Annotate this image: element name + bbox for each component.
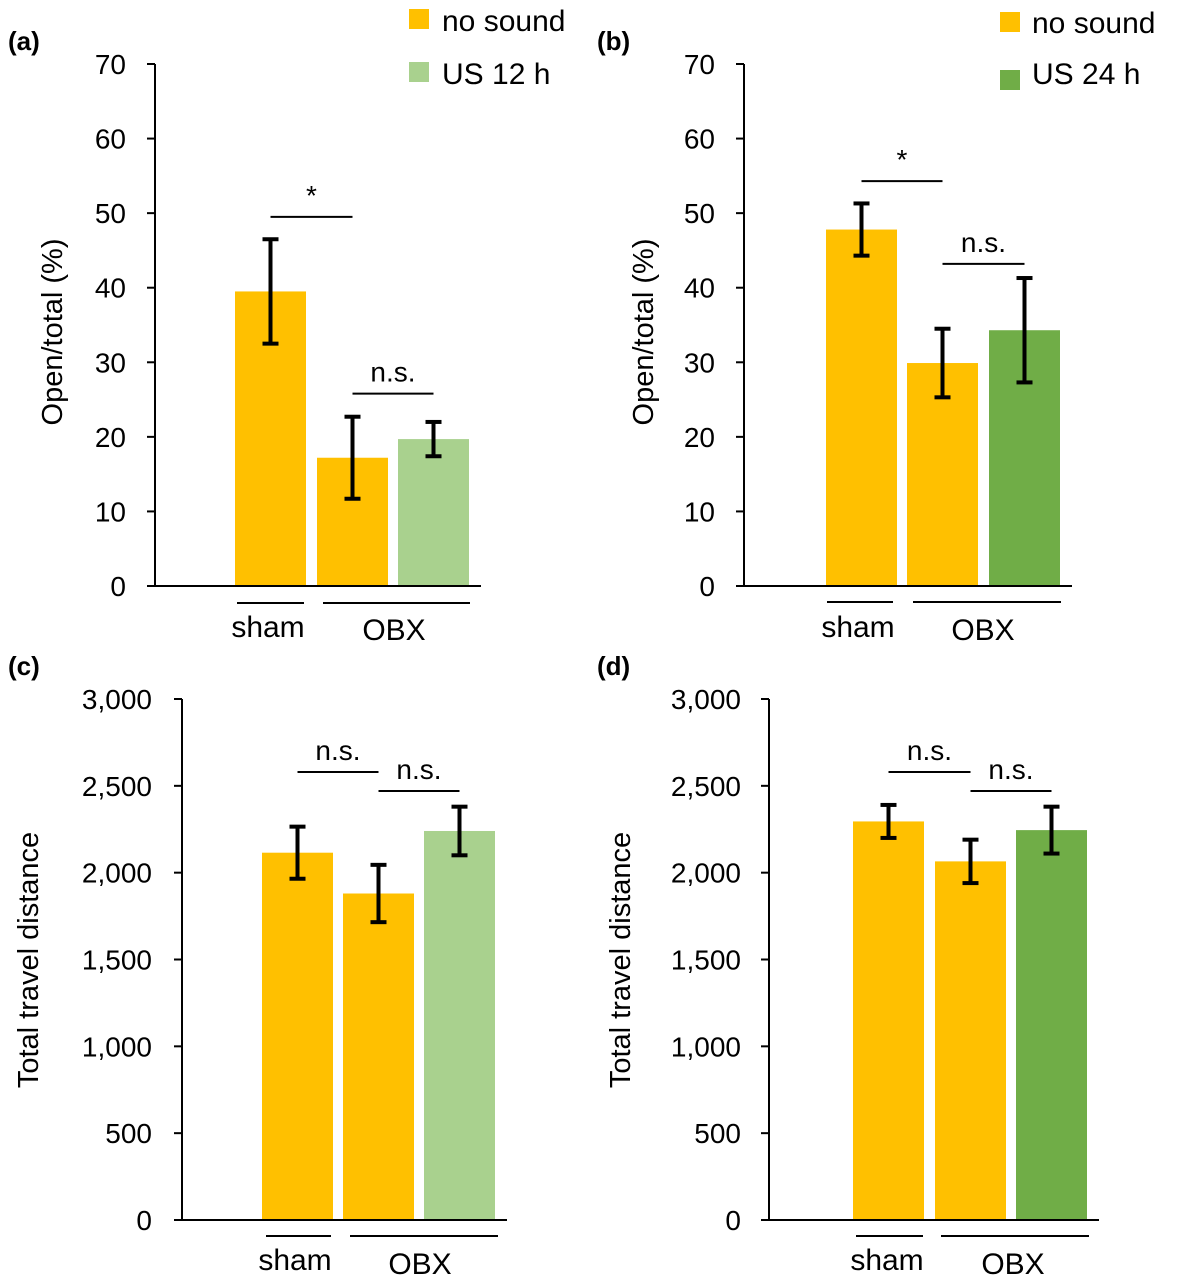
significance-label: n.s.	[396, 754, 441, 785]
legend-label-no-sound: no sound	[1032, 7, 1155, 40]
bar-sham-no-sound	[853, 821, 924, 1220]
legend: no sound US 12 h	[409, 5, 565, 91]
y-tick-label: 10	[684, 496, 715, 527]
y-tick-label: 70	[95, 49, 126, 80]
panel-b: (b) Open/total (%) no sound US 24 h sham…	[597, 7, 1155, 647]
y-axis-title: Open/total (%)	[37, 239, 69, 426]
y-axis-title: Total travel distance	[13, 832, 45, 1088]
y-tick-label: 30	[95, 347, 126, 378]
legend-swatch-us	[409, 62, 429, 82]
legend-swatch-no-sound	[409, 9, 429, 29]
group-label-sham: sham	[231, 611, 304, 644]
y-tick-label: 2,000	[671, 858, 741, 889]
bar-obx-us-12-h	[398, 439, 469, 586]
y-tick-label: 1,500	[671, 945, 741, 976]
bar-obx-no-sound	[907, 363, 978, 586]
y-tick-label: 2,500	[82, 771, 152, 802]
panel-d: (d) Total travel distance sham OBX 0 500 1…	[597, 651, 1099, 1281]
y-tick-label: 0	[136, 1205, 152, 1236]
legend-swatch-us	[1000, 70, 1020, 90]
group-label-obx: OBX	[388, 1248, 451, 1281]
y-tick-label: 0	[110, 571, 126, 602]
significance-label: *	[897, 144, 908, 175]
y-tick-label: 10	[95, 496, 126, 527]
y-tick-label: 20	[95, 422, 126, 453]
y-tick-label: 2,500	[671, 771, 741, 802]
bar-sham-no-sound	[826, 229, 897, 586]
y-tick-label: 40	[95, 273, 126, 304]
legend-label-us: US 12 h	[442, 58, 550, 91]
group-label-sham: sham	[821, 611, 894, 644]
panel-c: (c) Total travel distance sham OBX 0 500 1…	[8, 651, 507, 1281]
group-label-sham: sham	[258, 1244, 331, 1277]
group-label-obx: OBX	[951, 614, 1014, 647]
y-tick-label: 3,000	[82, 684, 152, 715]
legend-label-no-sound: no sound	[442, 5, 565, 38]
bar-obx-us-12-h	[424, 830, 495, 1220]
y-tick-label: 1,000	[82, 1031, 152, 1062]
y-tick-label: 40	[684, 273, 715, 304]
y-tick-label: 60	[95, 124, 126, 155]
y-tick-label: 50	[684, 198, 715, 229]
y-tick-label: 500	[105, 1118, 152, 1149]
y-tick-label: 50	[95, 198, 126, 229]
y-tick-label: 20	[684, 422, 715, 453]
significance-label: n.s.	[907, 735, 952, 766]
group-label-obx: OBX	[981, 1248, 1044, 1281]
bar-obx-no-sound	[343, 893, 414, 1220]
legend: no sound US 24 h	[1000, 7, 1155, 91]
significance-label: n.s.	[370, 357, 415, 388]
legend-swatch-no-sound	[1000, 12, 1020, 32]
bar-sham-no-sound	[262, 852, 333, 1220]
bar-obx-no-sound	[935, 861, 1006, 1220]
panel-a: (a) Open/total (%) no sound US 12 h sham…	[8, 5, 565, 647]
panel-label: (a)	[8, 26, 40, 56]
panel-label: (b)	[597, 26, 630, 56]
y-tick-label: 3,000	[671, 684, 741, 715]
y-axis-title: Total travel distance	[605, 832, 637, 1088]
y-tick-label: 0	[725, 1205, 741, 1236]
significance-label: n.s.	[961, 227, 1006, 258]
significance-label: *	[306, 180, 317, 211]
y-tick-label: 70	[684, 49, 715, 80]
significance-label: n.s.	[988, 754, 1033, 785]
y-tick-label: 0	[699, 571, 715, 602]
y-tick-label: 60	[684, 124, 715, 155]
significance-label: n.s.	[315, 735, 360, 766]
group-label-sham: sham	[850, 1244, 923, 1277]
y-axis-title: Open/total (%)	[628, 239, 660, 426]
y-tick-label: 500	[694, 1118, 741, 1149]
y-tick-label: 1,000	[671, 1031, 741, 1062]
y-tick-label: 2,000	[82, 858, 152, 889]
y-tick-label: 1,500	[82, 945, 152, 976]
bar-obx-us-24-h	[1016, 830, 1087, 1220]
panel-label: (d)	[597, 651, 630, 681]
group-label-obx: OBX	[362, 614, 425, 647]
legend-label-us: US 24 h	[1032, 58, 1140, 91]
y-tick-label: 30	[684, 347, 715, 378]
panel-label: (c)	[8, 651, 40, 681]
